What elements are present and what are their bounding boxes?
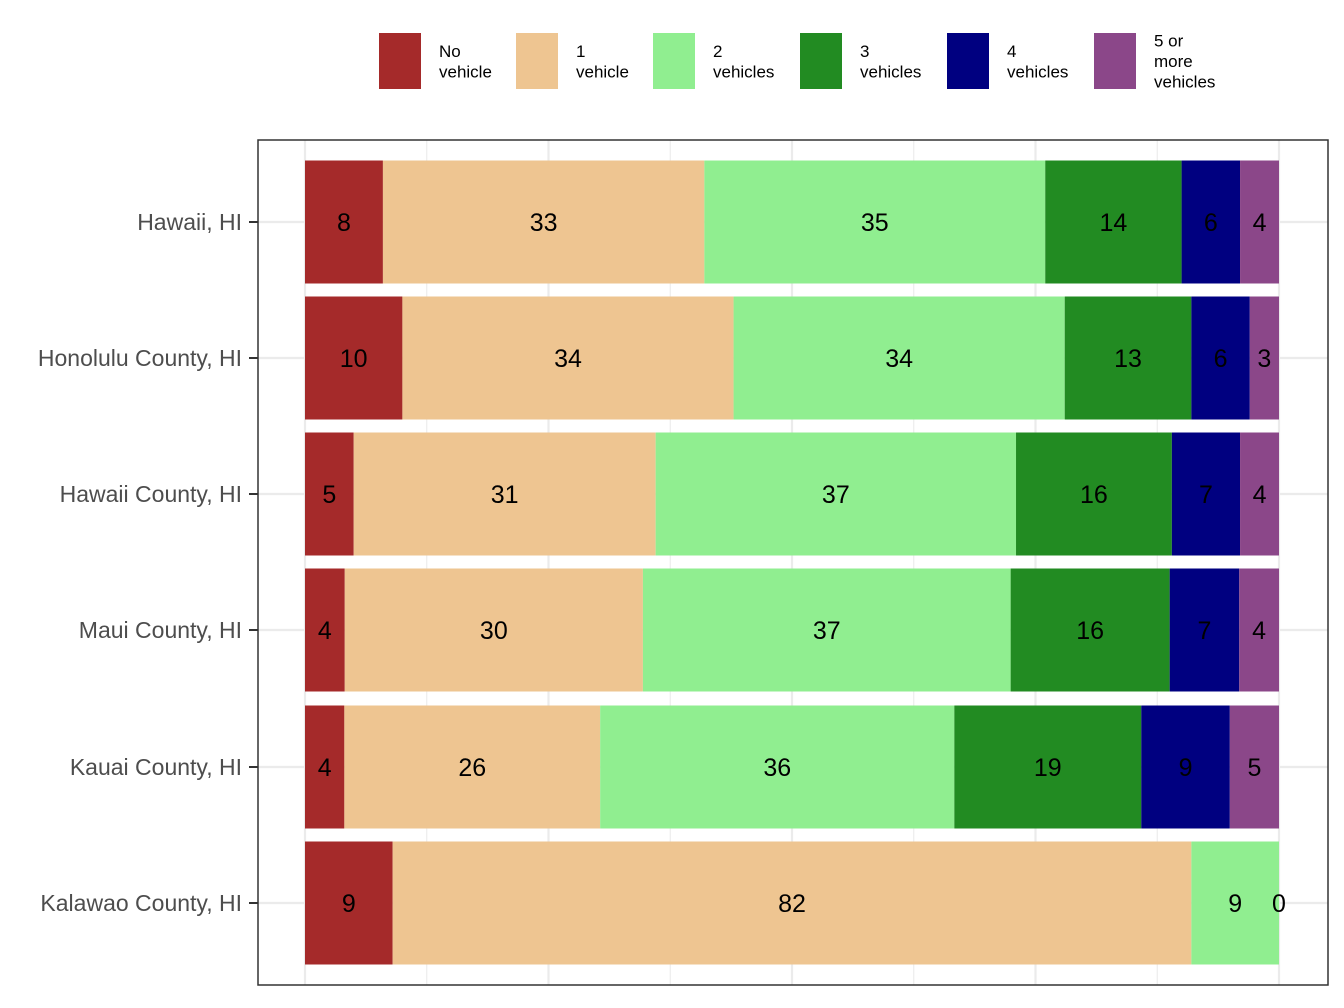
bar-hawaii-hi-3-vehicles [1045,160,1182,284]
bar-maui-county-hi-4-vehicles [1169,568,1240,692]
data-label: 82 [778,890,806,918]
bar-kalawao-county-hi-1-vehicle [392,841,1192,965]
bar-hawaii-hi-1-vehicle [382,160,705,284]
data-label: 4 [318,617,332,645]
bar-hawaii-hi-no-vehicle [305,160,383,284]
bar-kauai-county-hi-4-vehicles [1141,705,1230,829]
bar-maui-county-hi-1-vehicle [344,568,643,692]
data-label: 9 [1228,890,1242,918]
data-label: 16 [1080,481,1108,509]
bar-honolulu-county-hi-1-vehicle [402,296,734,420]
bar-hawaii-county-hi-5-or-more-vehicles [1240,432,1279,556]
bar-kauai-county-hi-3-vehicles [954,705,1142,829]
data-label: 5 [1247,754,1261,782]
legend-swatch [947,33,989,89]
bar-kalawao-county-hi-2-vehicles [1191,841,1279,965]
data-label: 6 [1204,209,1218,237]
data-label: 30 [480,617,508,645]
bars [305,160,1279,965]
legend-item-5-or-more-vehicles: 5 or more vehicles [1094,32,1215,92]
legend-label: 2 vehicles [713,42,774,82]
data-label: 4 [318,754,332,782]
bar-hawaii-hi-2-vehicles [704,160,1046,284]
bar-honolulu-county-hi-3-vehicles [1064,296,1192,420]
legend-label: 4 vehicles [1007,42,1068,82]
bar-kauai-county-hi-2-vehicles [600,705,955,829]
data-label: 7 [1199,481,1213,509]
bar-honolulu-county-hi-4-vehicles [1191,296,1250,420]
data-label: 10 [340,345,368,373]
legend-item-1-vehicle: 1 vehicle [516,33,629,89]
y-tick-label: Kalawao County, HI [40,890,242,916]
data-label: 7 [1198,617,1212,645]
data-label: 4 [1253,209,1267,237]
legend: No vehicle 1 vehicle 2 vehicles 3 vehicles 4 vehi… [379,32,1215,92]
bar-maui-county-hi-3-vehicles [1010,568,1170,692]
data-label: 35 [861,209,889,237]
bar-kauai-county-hi-5-or-more-vehicles [1229,705,1279,829]
data-label: 6 [1214,345,1228,373]
data-label: 19 [1034,754,1062,782]
bar-kalawao-county-hi-no-vehicle [305,841,393,965]
data-label: 0 [1272,890,1286,918]
bar-honolulu-county-hi-5-or-more-vehicles [1249,296,1279,420]
bar-hawaii-county-hi-3-vehicles [1016,432,1172,556]
data-label: 37 [813,617,841,645]
legend-item-2-vehicles: 2 vehicles [653,33,774,89]
legend-swatch [800,33,842,89]
y-axis: Hawaii, HI Honolulu County, HI Hawaii Coun… [38,209,258,916]
data-label: 8 [337,209,351,237]
bar-kauai-county-hi-1-vehicle [344,705,601,829]
data-label: 14 [1100,209,1128,237]
data-label: 5 [322,481,336,509]
data-label: 31 [491,481,519,509]
legend-swatch [653,33,695,89]
legend-swatch [379,33,421,89]
data-label: 9 [1179,754,1193,782]
y-tick-label: Honolulu County, HI [38,345,242,371]
legend-swatch [1094,33,1136,89]
data-label: 4 [1253,481,1267,509]
bar-hawaii-county-hi-4-vehicles [1171,432,1241,556]
data-label: 9 [342,890,356,918]
legend-item-no-vehicle: No vehicle [379,33,492,89]
legend-label: No vehicle [439,42,492,82]
legend-label: 5 or more vehicles [1154,32,1215,92]
data-label: 16 [1076,617,1104,645]
bar-honolulu-county-hi-no-vehicle [305,296,403,420]
data-label: 37 [822,481,850,509]
y-tick-label: Hawaii, HI [137,209,242,235]
bar-hawaii-hi-4-vehicles [1181,160,1241,284]
data-label: 4 [1252,617,1266,645]
y-tick-label: Kauai County, HI [70,754,242,780]
bar-hawaii-hi-5-or-more-vehicles [1240,160,1279,284]
plot-border [257,139,1329,986]
data-label: 36 [763,754,791,782]
y-tick-label: Maui County, HI [79,617,242,643]
data-label: 3 [1257,345,1271,373]
bar-kauai-county-hi-no-vehicle [305,705,345,829]
data-labels: 8 33 35 14 6 410 34 34 13 6 35 31 37 16 7 44 30 37 16 7 44 26… [318,209,1286,918]
data-label: 33 [530,209,558,237]
y-tick-label: Hawaii County, HI [60,481,242,507]
legend-swatch [516,33,558,89]
bar-hawaii-county-hi-no-vehicle [305,432,354,556]
legend-label: 3 vehicles [860,42,921,82]
legend-label: 1 vehicle [576,42,629,82]
data-label: 34 [885,345,913,373]
data-label: 13 [1114,345,1142,373]
legend-item-4-vehicles: 4 vehicles [947,33,1068,89]
data-label: 34 [554,345,582,373]
data-label: 26 [458,754,486,782]
bar-maui-county-hi-5-or-more-vehicles [1239,568,1279,692]
bar-maui-county-hi-2-vehicles [642,568,1011,692]
bar-hawaii-county-hi-2-vehicles [655,432,1017,556]
bar-honolulu-county-hi-2-vehicles [733,296,1065,420]
bar-hawaii-county-hi-1-vehicle [353,432,656,556]
bar-maui-county-hi-no-vehicle [305,568,345,692]
legend-item-3-vehicles: 3 vehicles [800,33,921,89]
